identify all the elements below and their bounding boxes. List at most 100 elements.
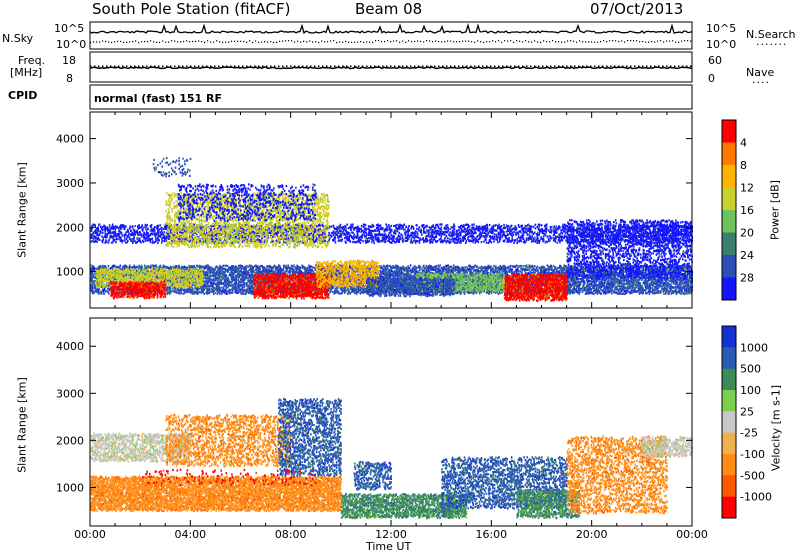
data-cell: [98, 288, 100, 291]
nave-dot: [206, 65, 208, 67]
data-cell: [327, 234, 330, 237]
data-cell: [162, 233, 165, 236]
data-cell: [97, 228, 100, 231]
data-cell: [473, 226, 475, 229]
nsearch-dot: [387, 40, 389, 42]
nsearch-dot: [564, 41, 566, 43]
data-cell: [133, 231, 136, 235]
nave-dot: [122, 65, 124, 67]
nsearch-dot: [657, 40, 659, 42]
nsearch-dot: [300, 41, 302, 43]
data-cell: [123, 225, 126, 228]
nsearch-dot: [240, 40, 242, 42]
nave-dot: [570, 65, 572, 67]
nsearch-dot: [663, 41, 665, 43]
data-cell: [154, 229, 156, 232]
data-cell: [159, 264, 162, 267]
data-cell: [101, 239, 103, 242]
data-cell: [210, 229, 212, 232]
data-cell: [152, 240, 154, 243]
data-cell: [536, 225, 539, 229]
data-cell: [160, 226, 163, 230]
data-cell: [279, 227, 281, 230]
nsearch-dot: [426, 40, 428, 42]
data-cell: [422, 237, 424, 240]
nsearch-dot: [552, 40, 554, 42]
nsearch-dot: [459, 40, 461, 43]
nsearch-dot: [264, 41, 266, 43]
nave-dot: [370, 65, 372, 67]
data-cell: [155, 238, 157, 241]
data-cell: [386, 229, 389, 232]
nave-dot: [230, 65, 232, 67]
data-cell: [101, 235, 103, 238]
nsearch-dot: [276, 41, 278, 43]
data-cell: [408, 225, 411, 228]
data-cell: [275, 231, 278, 235]
nave-dot: [638, 65, 640, 67]
data-cell: [157, 232, 160, 235]
data-cell: [322, 231, 324, 234]
nave-dot: [686, 65, 688, 67]
nave-dot: [586, 65, 588, 67]
nave-dot: [522, 65, 524, 67]
nsearch-dot: [354, 41, 356, 43]
data-cell: [495, 229, 498, 232]
nsearch-dot: [318, 41, 320, 44]
nave-dot: [510, 65, 512, 67]
data-cell: [125, 233, 127, 236]
data-cell: [332, 239, 335, 242]
data-cell: [127, 228, 129, 231]
data-cell: [553, 225, 555, 228]
data-cell: [196, 233, 198, 236]
data-cell: [215, 233, 217, 236]
data-cell: [273, 233, 276, 236]
data-cell: [203, 286, 206, 289]
data-cell: [241, 227, 244, 230]
nsearch-dot: [207, 40, 209, 42]
nave-dot: [690, 65, 692, 67]
data-cell: [93, 235, 96, 239]
data-cell: [138, 239, 140, 242]
data-cell: [313, 231, 315, 235]
data-cell: [554, 240, 557, 243]
data-cell: [365, 231, 367, 234]
nsearch-dot: [639, 41, 641, 43]
nave-dot: [274, 65, 276, 67]
data-cell: [467, 235, 470, 239]
freq-tick-top: 18: [62, 54, 76, 67]
data-cell: [550, 229, 553, 232]
data-cell: [147, 236, 149, 239]
data-cell: [117, 232, 120, 235]
data-cell: [552, 236, 554, 239]
data-cell: [501, 236, 503, 239]
nsearch-dot: [195, 40, 197, 42]
data-cell: [149, 234, 152, 237]
nsearch-dot: [429, 40, 431, 42]
data-cell: [217, 241, 220, 244]
nsearch-dot: [162, 40, 164, 42]
nave-dot: [226, 65, 228, 67]
data-cell: [372, 236, 375, 239]
data-cell: [142, 227, 144, 230]
nave-dot: [486, 65, 488, 67]
data-cell: [108, 292, 110, 295]
nave-dot: [558, 65, 560, 67]
nsearch-dot: [165, 41, 167, 43]
data-cell: [130, 239, 133, 242]
data-cell: [270, 229, 273, 232]
data-cell: [217, 227, 219, 230]
data-cell: [542, 238, 545, 241]
data-cell: [120, 239, 123, 242]
data-cell: [561, 232, 564, 235]
data-cell: [555, 231, 558, 234]
nave-dot: [198, 65, 200, 67]
data-cell: [404, 233, 407, 236]
data-cell: [390, 234, 392, 237]
nsearch-dot: [585, 41, 587, 43]
data-cell: [100, 290, 103, 293]
data-cell: [143, 233, 145, 236]
nave-dot: [202, 65, 204, 67]
data-cell: [428, 230, 431, 233]
data-cell: [550, 225, 553, 229]
